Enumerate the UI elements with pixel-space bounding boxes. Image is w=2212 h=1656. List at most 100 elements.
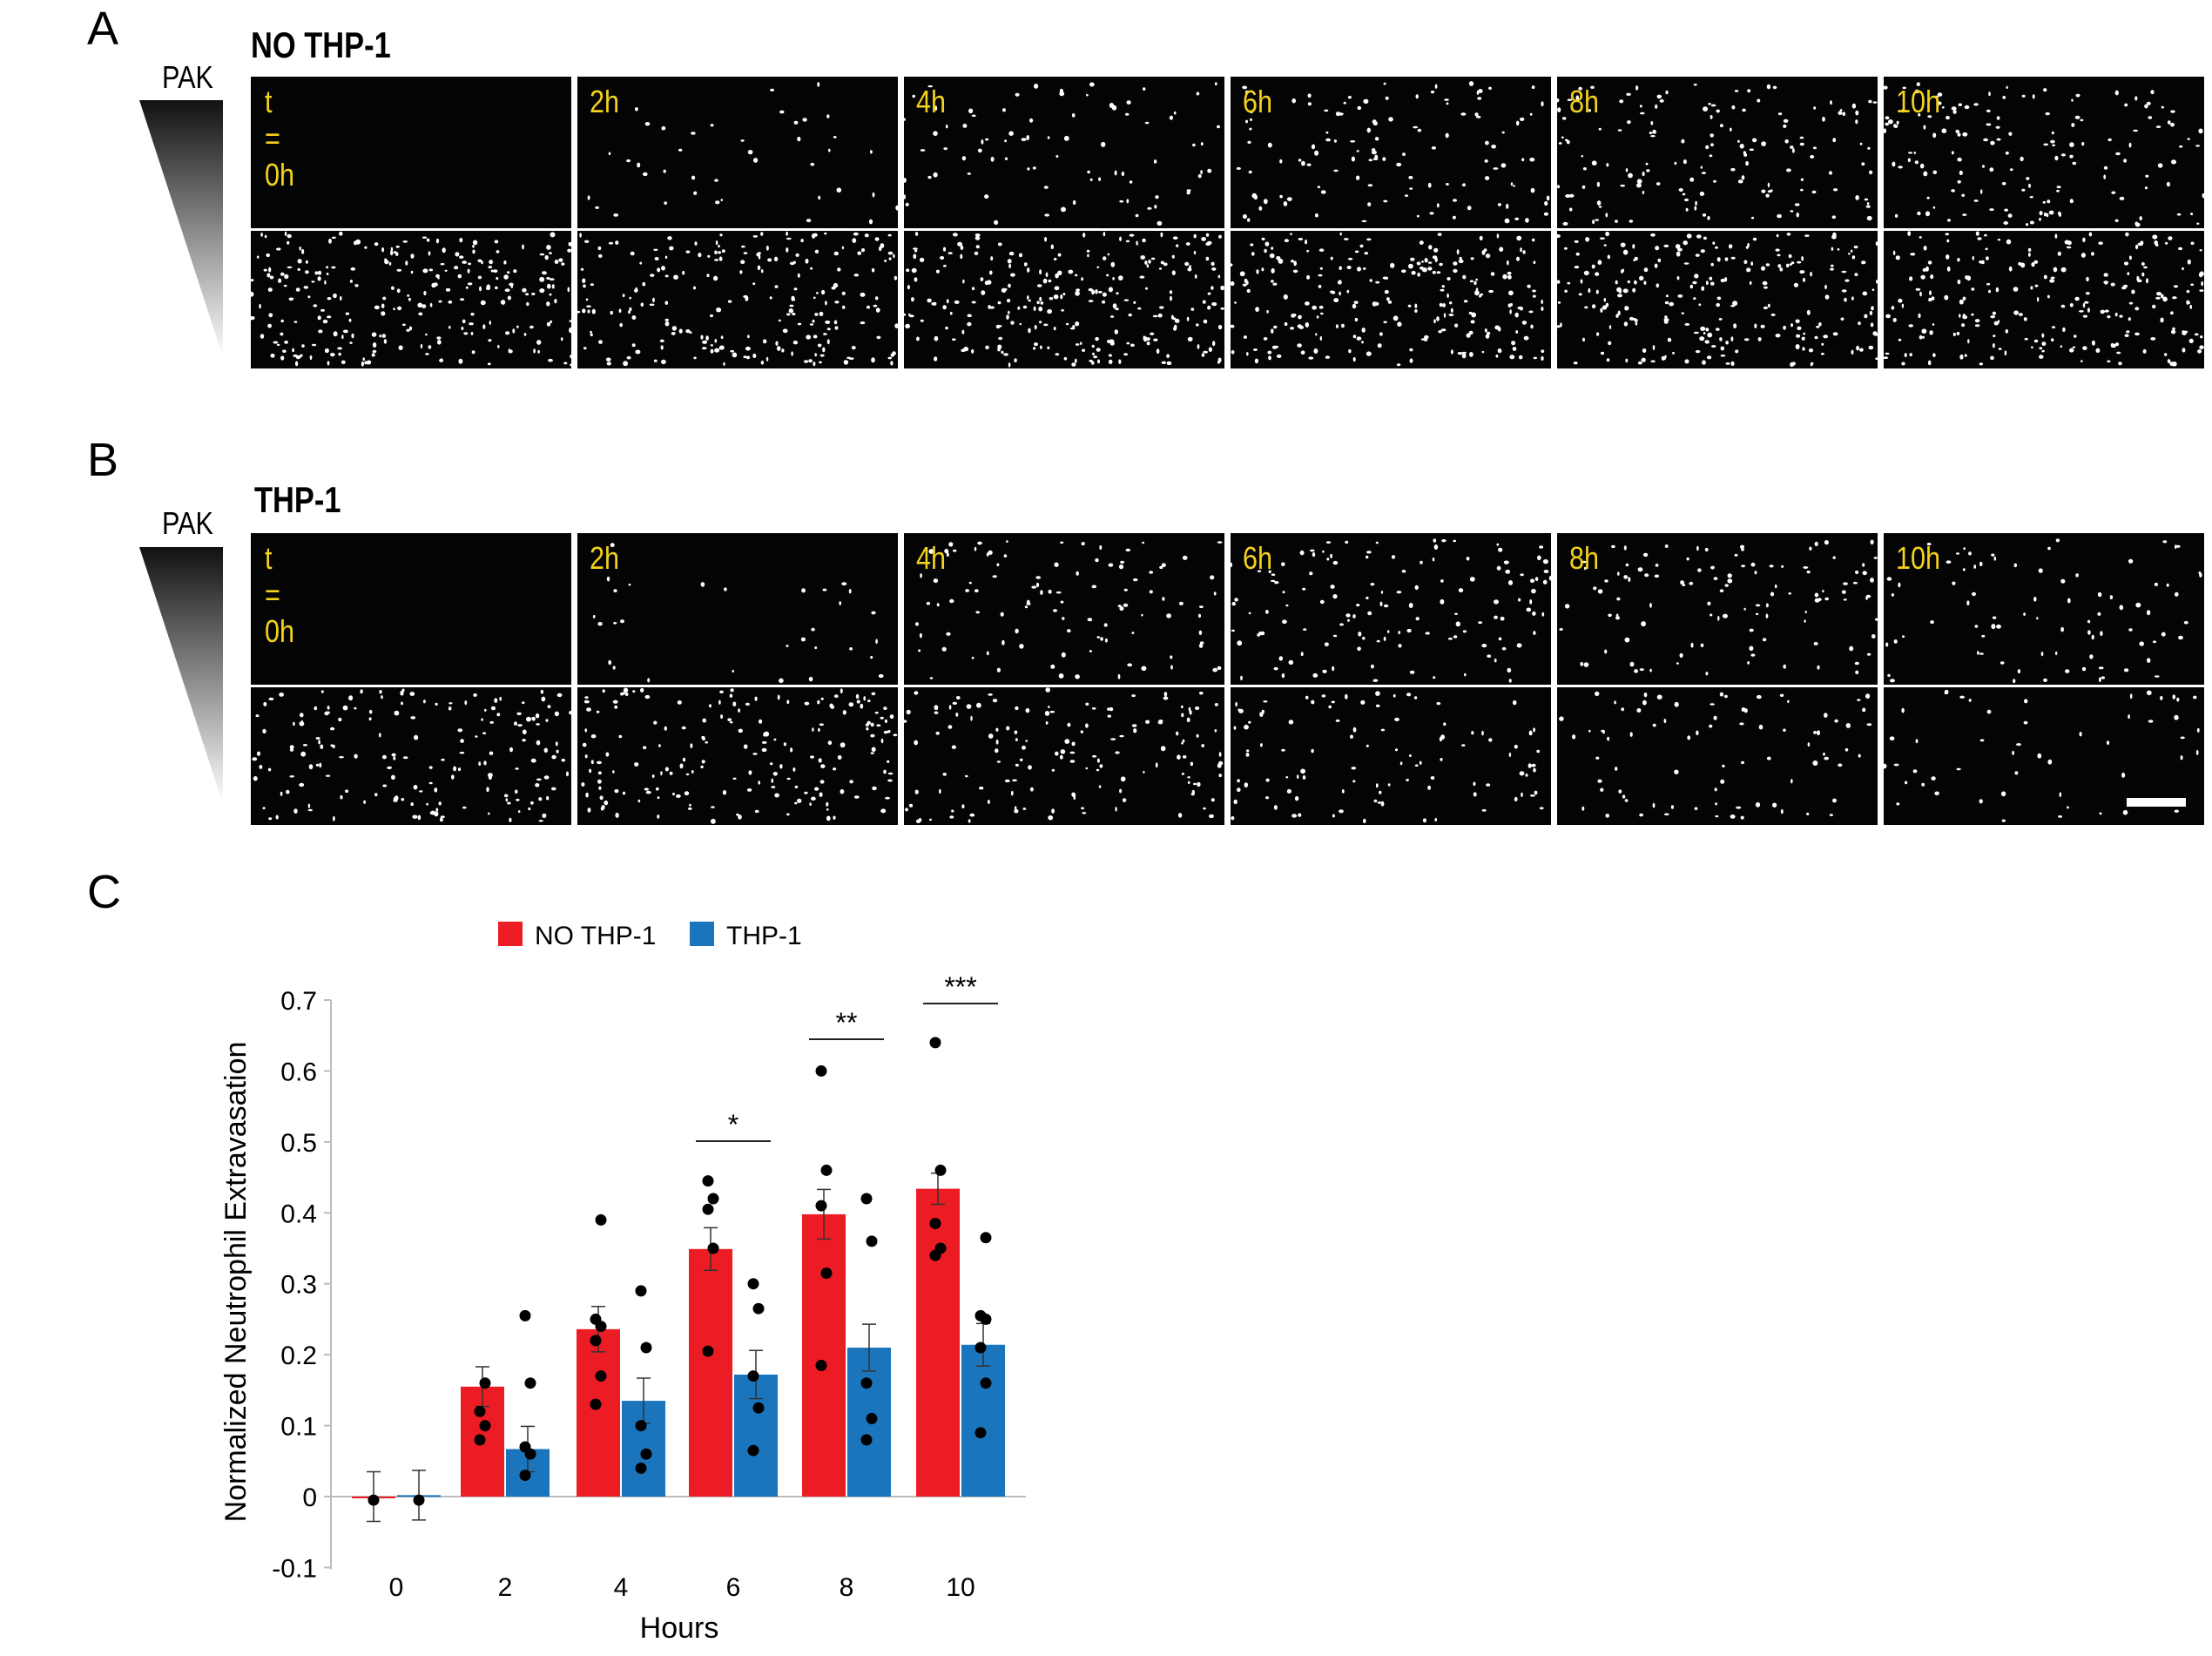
- y-tick-label: 0.7: [280, 987, 317, 1016]
- data-point: [815, 1065, 827, 1077]
- panel-letter-a: A: [87, 3, 119, 55]
- panel-a-gradient-wedge: [139, 100, 223, 357]
- y-tick-label: 0.4: [280, 1200, 317, 1228]
- legend-swatch-no-thp1: [498, 922, 523, 946]
- cell-dots: [1557, 539, 1878, 820]
- cell-dots: [1231, 81, 1551, 367]
- data-point: [866, 1412, 878, 1424]
- data-point: [707, 1242, 719, 1254]
- y-tick-label: 0: [302, 1484, 317, 1512]
- significance-label: **: [836, 1007, 858, 1038]
- panel-b-frame-5: [1884, 533, 2204, 825]
- data-point: [747, 1370, 759, 1382]
- significance-label: *: [728, 1109, 738, 1140]
- panel-a-pak-label: PAK: [162, 59, 213, 95]
- panel-letter-c: C: [87, 866, 121, 918]
- data-point: [860, 1377, 873, 1389]
- panel-b-frame-2: [904, 533, 1224, 825]
- panel-a-frame-2: [904, 77, 1224, 368]
- data-point: [707, 1193, 719, 1205]
- panel-b-frame-0: [251, 533, 571, 825]
- data-point: [702, 1203, 714, 1215]
- cell-dots: [577, 82, 898, 367]
- bar-no-thp1: [577, 1328, 620, 1497]
- extravasation-bar-chart: 0.7 0.6 0.5 0.4 0.3 0.2 0.1 0 -0.1 Normalized Neu…: [219, 922, 1026, 1645]
- panel-b-time-label-4: 8h: [1569, 540, 1600, 576]
- data-point: [595, 1213, 607, 1226]
- data-point: [590, 1313, 602, 1325]
- legend-swatch-thp1: [690, 922, 714, 946]
- cell-dots: [1231, 538, 1551, 824]
- y-tick-label: 0.2: [280, 1342, 317, 1370]
- data-point: [974, 1342, 987, 1354]
- x-tick-label: 2: [498, 1573, 513, 1602]
- panel-b-time-label-2: 4h: [916, 540, 947, 576]
- data-point: [590, 1335, 602, 1347]
- data-point: [980, 1232, 992, 1244]
- data-point: [479, 1420, 491, 1432]
- panel-b-frame-1: [577, 533, 898, 825]
- cell-dots: [904, 540, 1224, 823]
- panel-b-time-label-5: 10h: [1896, 540, 1941, 576]
- cell-dots: [1884, 82, 2204, 367]
- data-point: [934, 1164, 947, 1176]
- data-point: [702, 1345, 714, 1357]
- x-tick-label: 10: [946, 1573, 974, 1602]
- panel-a-time-label-1: 2h: [590, 84, 620, 119]
- data-point: [635, 1420, 647, 1432]
- data-point: [635, 1462, 647, 1474]
- data-point: [929, 1037, 941, 1049]
- data-point: [974, 1427, 987, 1439]
- data-point: [519, 1470, 531, 1482]
- data-point: [974, 1309, 987, 1321]
- data-point: [590, 1398, 602, 1410]
- data-point: [934, 1242, 947, 1254]
- data-point: [815, 1200, 827, 1212]
- panel-a-frame-4: [1557, 77, 1878, 368]
- data-point: [413, 1494, 425, 1506]
- cell-dots: [251, 685, 571, 822]
- x-tick-label: 4: [614, 1573, 629, 1602]
- panel-b-pak-label: PAK: [162, 505, 213, 541]
- panel-letter-b: B: [87, 434, 119, 486]
- data-point: [595, 1370, 607, 1382]
- data-point: [474, 1405, 486, 1417]
- y-tick-label: 0.1: [280, 1413, 317, 1442]
- x-tick-label: 6: [726, 1573, 741, 1602]
- data-point: [929, 1218, 941, 1229]
- y-tick-label: -0.1: [272, 1554, 317, 1583]
- data-point: [702, 1175, 714, 1187]
- scale-bar: [2127, 798, 2186, 807]
- data-point: [747, 1278, 759, 1290]
- data-point: [820, 1164, 833, 1176]
- y-tick-label: 0.5: [280, 1129, 317, 1158]
- panel-a-frame-1: [577, 77, 898, 368]
- panel-a-time-label-3: 6h: [1243, 84, 1273, 119]
- data-point: [524, 1377, 536, 1389]
- panel-b-time-label-0: t = 0h: [265, 540, 295, 649]
- panel-a-frame-3: [1231, 77, 1551, 368]
- data-point: [640, 1342, 652, 1354]
- panel-b-gradient-wedge: [139, 547, 223, 804]
- data-point: [860, 1193, 873, 1205]
- x-axis-label: Hours: [640, 1612, 719, 1645]
- panel-a-frame-0: [251, 77, 571, 368]
- bar-no-thp1: [802, 1213, 846, 1497]
- cell-dots: [1884, 538, 2204, 822]
- panel-a-time-label-2: 4h: [916, 84, 947, 119]
- data-point: [635, 1285, 647, 1297]
- data-point: [479, 1377, 491, 1389]
- y-tick-label: 0.3: [280, 1271, 317, 1300]
- data-point: [368, 1494, 380, 1506]
- legend-label: THP-1: [726, 922, 802, 950]
- panel-a-time-label-4: 8h: [1569, 84, 1600, 119]
- cell-dots: [1557, 84, 1878, 368]
- significance-label: ***: [944, 971, 976, 1003]
- x-tick-label: 0: [389, 1573, 404, 1602]
- y-axis-label: Normalized Neutrophil Extravasation: [219, 1042, 253, 1523]
- data-point: [519, 1441, 531, 1453]
- cell-dots: [904, 82, 1224, 368]
- panel-b-title: THP-1: [254, 479, 341, 520]
- bar-no-thp1: [916, 1188, 960, 1497]
- data-point: [747, 1444, 759, 1457]
